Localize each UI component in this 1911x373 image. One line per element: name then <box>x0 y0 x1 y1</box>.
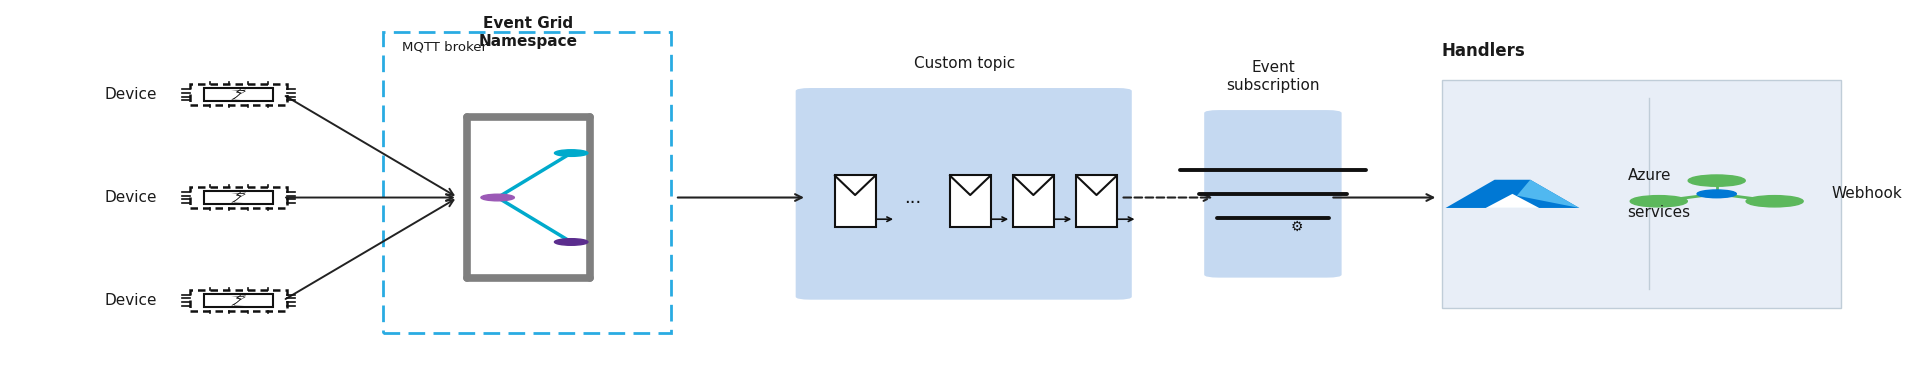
FancyBboxPatch shape <box>835 175 875 227</box>
Text: Handlers: Handlers <box>1443 42 1525 60</box>
FancyBboxPatch shape <box>384 32 671 333</box>
Text: Device: Device <box>105 293 157 308</box>
Text: Azure: Azure <box>1628 168 1670 183</box>
Text: ⚡: ⚡ <box>233 294 243 307</box>
Text: services: services <box>1628 205 1691 220</box>
Polygon shape <box>231 192 247 203</box>
Text: Custom topic: Custom topic <box>913 56 1015 71</box>
Circle shape <box>554 150 589 156</box>
Text: ⚡: ⚡ <box>233 88 243 101</box>
Circle shape <box>554 239 589 245</box>
FancyBboxPatch shape <box>950 175 990 227</box>
Polygon shape <box>204 191 273 204</box>
Text: MQTT broker: MQTT broker <box>401 40 487 53</box>
FancyBboxPatch shape <box>1013 175 1053 227</box>
Text: Event
subscription: Event subscription <box>1227 60 1321 93</box>
FancyBboxPatch shape <box>1443 80 1840 308</box>
Text: Event Grid
Namespace: Event Grid Namespace <box>480 16 577 49</box>
Circle shape <box>1630 195 1687 207</box>
FancyBboxPatch shape <box>476 129 581 266</box>
FancyBboxPatch shape <box>1076 175 1116 227</box>
FancyBboxPatch shape <box>795 88 1131 300</box>
Polygon shape <box>204 294 273 307</box>
Text: Device: Device <box>105 190 157 205</box>
Text: Device: Device <box>105 87 157 102</box>
Polygon shape <box>204 88 273 101</box>
Circle shape <box>1687 175 1745 186</box>
FancyBboxPatch shape <box>1204 110 1342 278</box>
Text: Webhook: Webhook <box>1833 186 1903 201</box>
Circle shape <box>1697 190 1737 198</box>
Circle shape <box>482 194 514 201</box>
Polygon shape <box>1517 180 1578 208</box>
Circle shape <box>1747 195 1804 207</box>
Polygon shape <box>1445 180 1578 208</box>
Text: ⚡: ⚡ <box>233 191 243 204</box>
Polygon shape <box>231 90 247 100</box>
Polygon shape <box>1485 194 1538 208</box>
Text: ...: ... <box>904 188 921 207</box>
Polygon shape <box>231 295 247 306</box>
Text: ⚙: ⚙ <box>1290 220 1303 234</box>
